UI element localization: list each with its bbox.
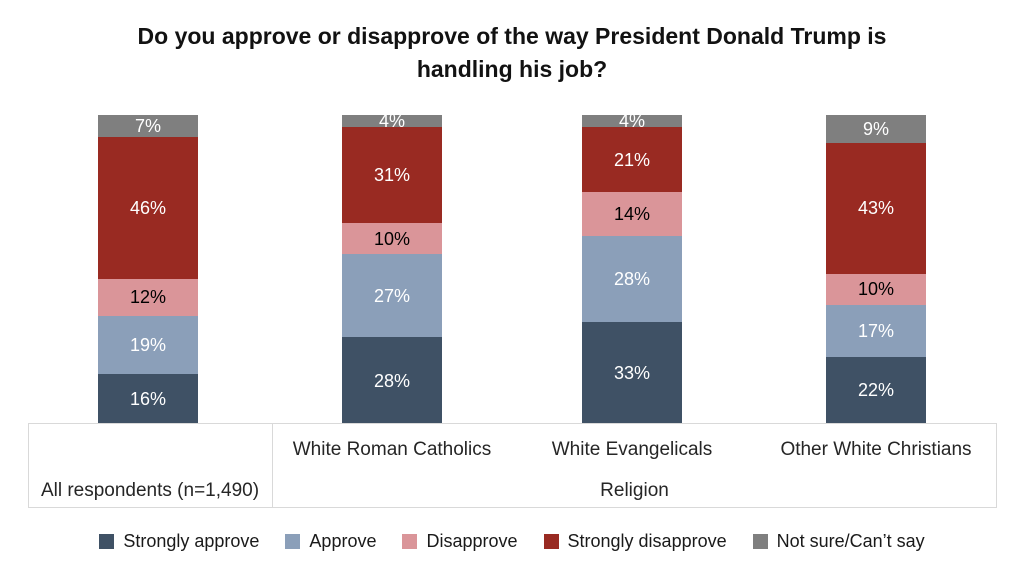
data-label: 14% bbox=[613, 203, 651, 224]
category-label-white-roman-catholics: White Roman Catholics bbox=[292, 439, 492, 460]
legend-swatch-icon bbox=[285, 534, 301, 549]
category-label-all-respondents: All respondents (n=1,490) bbox=[40, 480, 260, 501]
bar-segment: 7% bbox=[98, 115, 198, 137]
bar-segment: 4% bbox=[582, 111, 682, 132]
bar-segment: 10% bbox=[826, 274, 926, 305]
legend-label: Strongly approve bbox=[123, 531, 260, 551]
bar-segment: 33% bbox=[582, 322, 682, 424]
data-label: 22% bbox=[857, 380, 895, 401]
legend-item-strongly-disapprove: Strongly disapprove bbox=[543, 531, 727, 552]
bar-segment: 22% bbox=[826, 356, 926, 424]
data-label: 16% bbox=[129, 389, 167, 410]
data-label: 27% bbox=[373, 285, 411, 306]
legend-label: Strongly disapprove bbox=[567, 531, 727, 551]
category-label-other-white-christians: Other White Christians bbox=[780, 439, 972, 460]
legend-item-approve: Approve bbox=[285, 531, 376, 552]
legend-swatch-icon bbox=[99, 534, 115, 549]
data-label: 9% bbox=[862, 118, 889, 139]
bar-white-roman-catholics: 4% 31% 10% 27% 28% bbox=[342, 111, 442, 424]
bar-segment: 31% bbox=[342, 127, 442, 224]
category-axis-divider bbox=[272, 423, 273, 508]
category-group-label-religion: Religion bbox=[600, 480, 669, 501]
chart-title: Do you approve or disapprove of the way … bbox=[137, 23, 887, 82]
legend-swatch-icon bbox=[543, 534, 559, 549]
bar-other-white-christians: 9% 43% 10% 17% 22% bbox=[826, 115, 926, 424]
legend-label: Not sure/Can’t say bbox=[776, 531, 925, 551]
legend-item-disapprove: Disapprove bbox=[402, 531, 518, 552]
bar-segment: 16% bbox=[98, 374, 198, 424]
data-label: 10% bbox=[373, 228, 411, 249]
bar-segment: 14% bbox=[582, 192, 682, 236]
data-label: 4% bbox=[618, 111, 645, 132]
bar-segment: 28% bbox=[582, 235, 682, 323]
bar-white-evangelicals: 4% 21% 14% 28% 33% bbox=[582, 111, 682, 424]
data-label: 21% bbox=[613, 149, 651, 170]
bar-segment: 28% bbox=[342, 337, 442, 424]
legend-swatch-icon bbox=[752, 534, 768, 549]
data-label: 28% bbox=[373, 370, 411, 391]
legend-label: Disapprove bbox=[426, 531, 518, 551]
bar-segment: 9% bbox=[826, 115, 926, 143]
data-label: 19% bbox=[129, 335, 167, 356]
chart-legend: Strongly approve Approve Disapprove Stro… bbox=[0, 531, 1024, 552]
data-label: 28% bbox=[613, 268, 651, 289]
bar-segment: 46% bbox=[98, 136, 198, 279]
bar-segment: 27% bbox=[342, 254, 442, 338]
bar-all-respondents: 7% 46% 12% 19% 16% bbox=[98, 115, 198, 424]
bar-segment: 43% bbox=[826, 142, 926, 275]
data-label: 31% bbox=[373, 165, 411, 186]
bar-segment: 19% bbox=[98, 315, 198, 375]
bar-segment: 17% bbox=[826, 304, 926, 357]
bar-segment: 21% bbox=[582, 127, 682, 193]
data-label: 43% bbox=[857, 198, 895, 219]
data-label: 7% bbox=[134, 115, 161, 136]
data-label: 46% bbox=[129, 197, 167, 218]
data-label: 33% bbox=[613, 363, 651, 384]
legend-swatch-icon bbox=[402, 534, 418, 549]
data-label: 17% bbox=[857, 320, 895, 341]
legend-item-strongly-approve: Strongly approve bbox=[99, 531, 259, 552]
data-label: 10% bbox=[857, 279, 895, 300]
bar-segment: 10% bbox=[342, 223, 442, 255]
bar-segment: 4% bbox=[342, 111, 442, 132]
category-label-white-evangelicals: White Evangelicals bbox=[551, 439, 713, 460]
data-label: 4% bbox=[378, 111, 405, 132]
legend-label: Approve bbox=[309, 531, 377, 551]
data-label: 12% bbox=[129, 287, 167, 308]
category-axis-box bbox=[28, 423, 997, 508]
legend-item-not-sure: Not sure/Can’t say bbox=[752, 531, 925, 552]
bar-segment: 12% bbox=[98, 278, 198, 316]
